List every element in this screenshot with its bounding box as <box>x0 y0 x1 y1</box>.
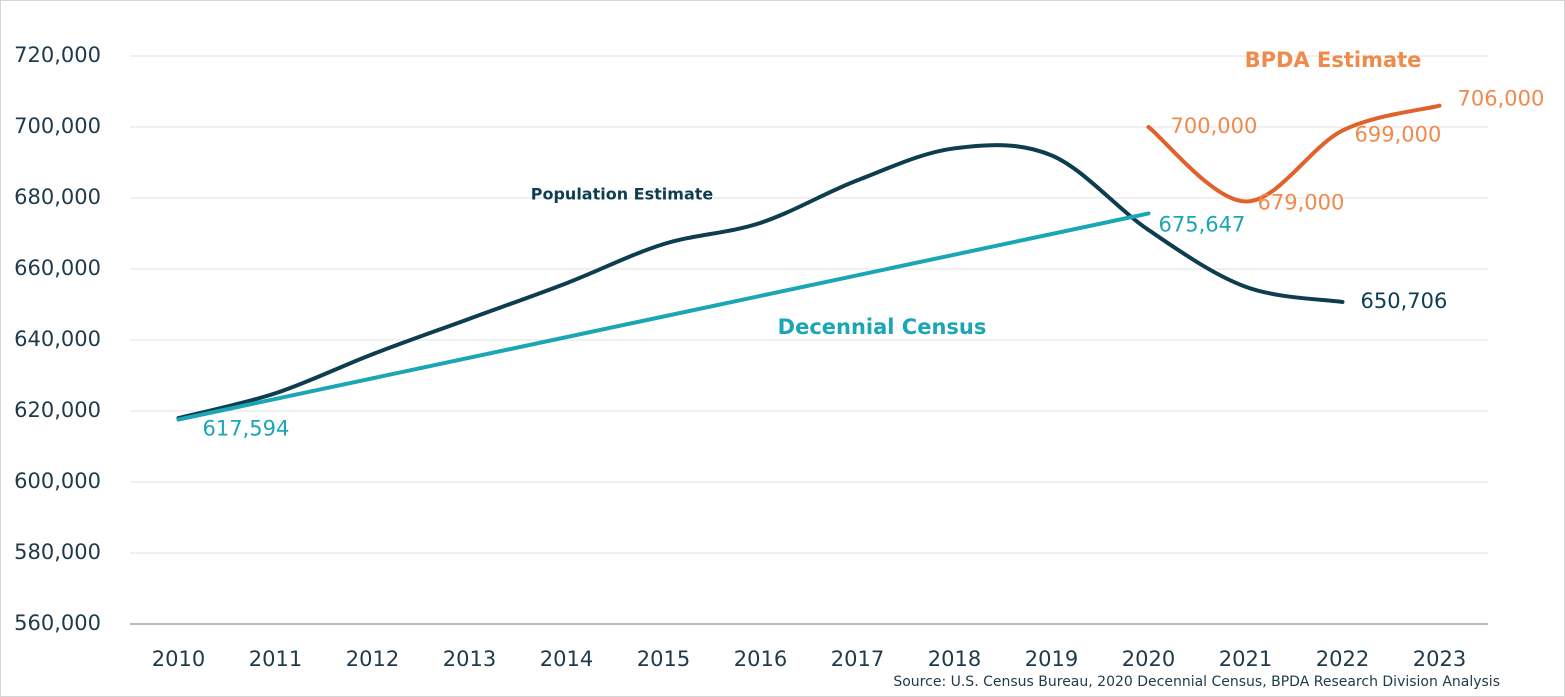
data-label: 617,594 <box>203 417 290 441</box>
series-label: Decennial Census <box>778 315 987 339</box>
line <box>176 211 1151 422</box>
y-tick-label: 660,000 <box>14 256 101 280</box>
data-label: 700,000 <box>1171 114 1258 138</box>
x-tick-label: 2011 <box>249 647 302 671</box>
y-tick-label: 620,000 <box>14 398 101 422</box>
series-label: Population Estimate <box>531 185 714 204</box>
data-label: 675,647 <box>1159 212 1246 236</box>
x-tick-label: 2022 <box>1316 647 1369 671</box>
data-label: 650,706 <box>1361 289 1448 313</box>
y-tick-label: 680,000 <box>14 185 101 209</box>
source-note: Source: U.S. Census Bureau, 2020 Decenni… <box>893 674 1500 690</box>
y-tick-label: 560,000 <box>14 611 101 635</box>
y-tick-label: 700,000 <box>14 114 101 138</box>
y-tick-label: 580,000 <box>14 540 101 564</box>
x-tick-label: 2018 <box>928 647 981 671</box>
x-tick-label: 2020 <box>1122 647 1175 671</box>
x-tick-label: 2010 <box>152 647 205 671</box>
y-tick-label: 720,000 <box>14 43 101 67</box>
line <box>1146 103 1442 204</box>
x-tick-label: 2015 <box>637 647 690 671</box>
x-tick-label: 2012 <box>346 647 399 671</box>
data-label: 679,000 <box>1258 191 1345 215</box>
x-tick-label: 2014 <box>540 647 593 671</box>
series-label: BPDA Estimate <box>1245 48 1422 72</box>
x-tick-label: 2021 <box>1219 647 1272 671</box>
x-tick-label: 2013 <box>443 647 496 671</box>
line <box>176 143 1345 421</box>
x-tick-label: 2023 <box>1413 647 1466 671</box>
x-tick-label: 2016 <box>734 647 787 671</box>
x-tick-label: 2017 <box>831 647 884 671</box>
y-tick-label: 600,000 <box>14 469 101 493</box>
y-tick-label: 640,000 <box>14 327 101 351</box>
x-tick-label: 2019 <box>1025 647 1078 671</box>
data-label: 706,000 <box>1458 87 1545 111</box>
data-label: 699,000 <box>1355 123 1442 147</box>
